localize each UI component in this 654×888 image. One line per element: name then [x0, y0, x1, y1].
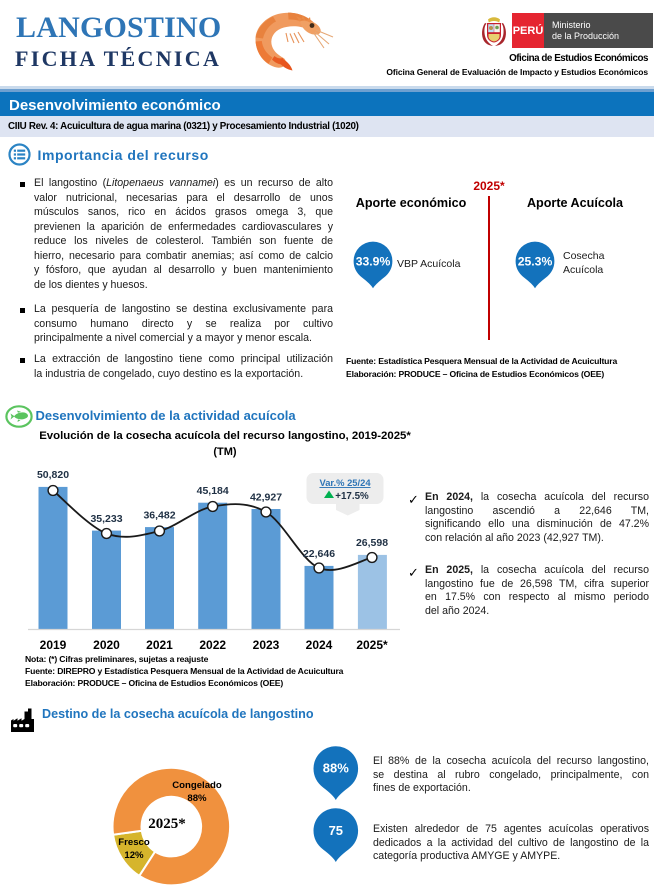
svg-text:2024: 2024 — [306, 638, 333, 652]
svg-text:75: 75 — [329, 823, 343, 838]
svg-text:26,598: 26,598 — [356, 537, 388, 549]
svg-text:36,482: 36,482 — [143, 509, 175, 521]
svg-text:2020: 2020 — [93, 638, 120, 652]
svg-text:2019: 2019 — [40, 638, 67, 652]
svg-text:2023: 2023 — [253, 638, 280, 652]
svg-text:88%: 88% — [323, 761, 349, 776]
svg-text:42,927: 42,927 — [250, 491, 282, 503]
svg-text:Var.% 25/24: Var.% 25/24 — [319, 477, 371, 488]
svg-text:+17.5%: +17.5% — [335, 491, 369, 502]
svg-text:2022: 2022 — [199, 638, 226, 652]
svg-text:50,820: 50,820 — [37, 469, 69, 481]
svg-text:25.3%: 25.3% — [518, 255, 553, 269]
svg-text:45,184: 45,184 — [197, 485, 229, 497]
svg-text:35,233: 35,233 — [90, 513, 122, 525]
svg-text:22,646: 22,646 — [303, 548, 335, 560]
svg-text:2025*: 2025* — [356, 638, 388, 652]
svg-text:2021: 2021 — [146, 638, 173, 652]
svg-text:33.9%: 33.9% — [356, 255, 391, 269]
